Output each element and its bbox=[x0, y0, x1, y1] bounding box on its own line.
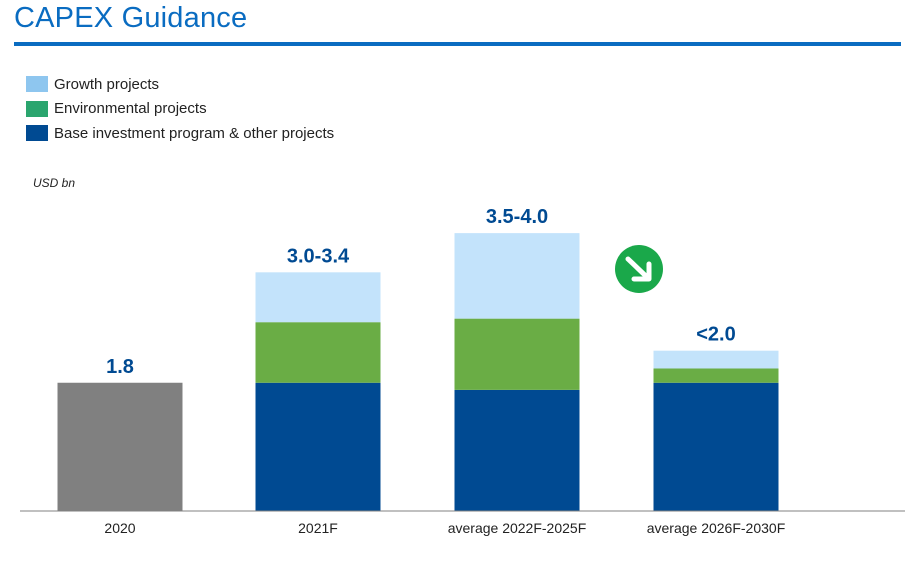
bar-base-2 bbox=[255, 382, 381, 511]
bar-growth-4 bbox=[653, 350, 779, 369]
bar-base-3 bbox=[454, 389, 580, 511]
legend-swatch-growth bbox=[26, 76, 48, 93]
data-label: 3.0-3.4 bbox=[287, 245, 350, 267]
bar-total_2020-1 bbox=[57, 382, 183, 511]
bar-growth-3 bbox=[454, 233, 580, 319]
legend-swatch-environmental bbox=[26, 100, 48, 117]
legend-label-growth: Growth projects bbox=[54, 75, 160, 93]
x-tick-label: 2021F bbox=[298, 520, 338, 536]
legend-item-base: Base investment program & other projects bbox=[26, 121, 334, 146]
title-underline bbox=[14, 42, 901, 46]
data-label: <2.0 bbox=[696, 324, 735, 346]
legend-item-environmental: Environmental projects bbox=[26, 97, 334, 122]
arrow-down-right-icon bbox=[615, 245, 663, 293]
x-tick-label: average 2026F-2030F bbox=[647, 520, 786, 536]
unit-label: USD bn bbox=[33, 176, 76, 190]
chart-legend: Growth projects Environmental projects B… bbox=[26, 72, 334, 146]
x-tick-label: 2020 bbox=[104, 520, 135, 536]
legend-swatch-base bbox=[26, 125, 48, 142]
bar-environmental-3 bbox=[454, 318, 580, 390]
legend-label-base: Base investment program & other projects bbox=[54, 124, 335, 142]
data-label: 1.8 bbox=[106, 356, 134, 378]
legend-label-environmental: Environmental projects bbox=[54, 100, 207, 118]
page-title: CAPEX Guidance bbox=[14, 2, 248, 34]
bar-base-4 bbox=[653, 382, 779, 511]
x-tick-label: average 2022F-2025F bbox=[448, 520, 587, 536]
bar-environmental-4 bbox=[653, 368, 779, 383]
bar-growth-2 bbox=[255, 272, 381, 323]
legend-item-growth: Growth projects bbox=[26, 72, 334, 97]
data-label: 3.5-4.0 bbox=[486, 206, 548, 228]
bar-environmental-2 bbox=[255, 322, 381, 383]
